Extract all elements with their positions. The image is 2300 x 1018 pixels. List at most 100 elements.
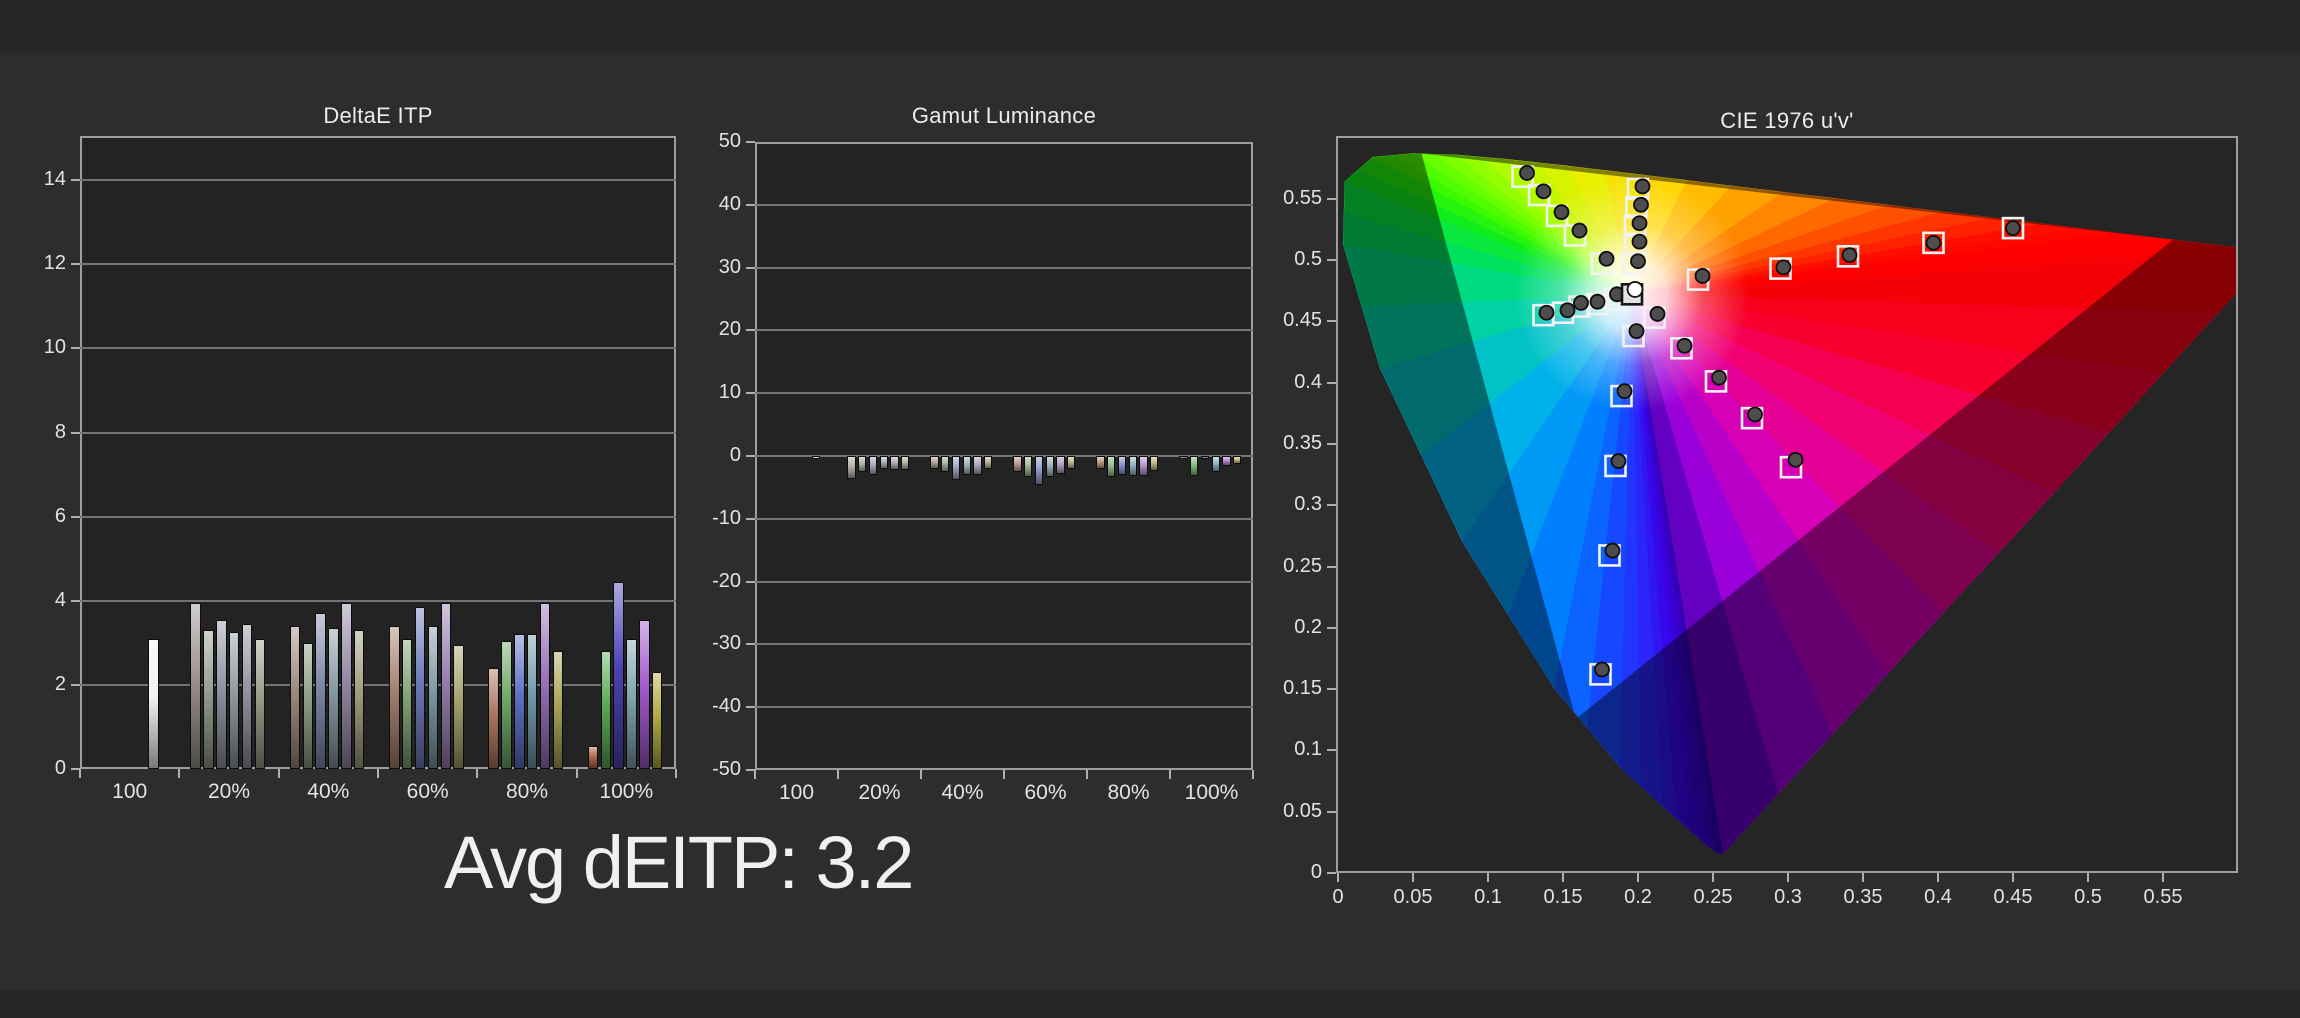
measured-point-magenta-60 bbox=[1711, 369, 1727, 386]
cie-y-tick bbox=[1327, 442, 1336, 445]
cie-x-tick-label: 0.5 bbox=[2074, 886, 2102, 908]
y-tick bbox=[71, 599, 80, 602]
bar-white-100 bbox=[148, 638, 159, 769]
bar-green-100% bbox=[1190, 456, 1199, 477]
cie-x-tick-label: 0.05 bbox=[1393, 886, 1433, 908]
bar-blue-100% bbox=[1200, 456, 1210, 459]
bar-yellow-80% bbox=[1149, 456, 1159, 472]
bar-green-60% bbox=[401, 638, 413, 769]
bottom-band bbox=[0, 990, 2300, 1018]
gridline bbox=[80, 347, 676, 350]
cie-diagram-svg bbox=[1342, 153, 2236, 855]
cie-y-tick bbox=[1327, 197, 1336, 200]
bar-yellow-40% bbox=[354, 630, 365, 769]
cie-y-tick bbox=[1327, 259, 1336, 261]
measured-point-blue-40 bbox=[1616, 383, 1633, 400]
bar-cyan-100% bbox=[626, 638, 637, 769]
bar-yellow-20% bbox=[254, 638, 266, 769]
cie-x-tick bbox=[1412, 873, 1414, 882]
y-tick bbox=[71, 683, 80, 686]
measured-point-magenta-80 bbox=[1747, 406, 1763, 423]
measured-point-blue-60 bbox=[1610, 453, 1627, 469]
y-tick bbox=[746, 769, 755, 771]
measured-point-cyan-80 bbox=[1559, 302, 1576, 319]
measured-point-magenta-40 bbox=[1676, 337, 1693, 354]
cie-y-tick-label: 0.05 bbox=[1283, 799, 1322, 822]
cie-y-tick bbox=[1327, 565, 1336, 568]
avg-deitp-summary: Avg dEITP: 3.2 bbox=[444, 821, 914, 904]
y-tick bbox=[746, 141, 755, 143]
y-tick bbox=[71, 179, 80, 182]
x-group-label: 20% bbox=[207, 780, 250, 803]
cie-x-tick-label: 0.1 bbox=[1474, 886, 1502, 908]
cie-x-tick bbox=[1487, 873, 1489, 882]
y-tick-label: 0 bbox=[729, 444, 741, 466]
measured-point-green-100 bbox=[1519, 165, 1535, 181]
bar-yellow-60% bbox=[453, 644, 464, 769]
bar-green-60% bbox=[1024, 456, 1033, 478]
bar-blue-80% bbox=[514, 634, 525, 769]
bar-magenta-80% bbox=[1139, 456, 1148, 477]
measured-point-green-40 bbox=[1571, 222, 1588, 239]
measured-point-blue-100 bbox=[1594, 661, 1610, 678]
y-tick-label: -20 bbox=[712, 569, 741, 592]
gridline bbox=[755, 455, 1253, 457]
cie-x-tick-label: 0.15 bbox=[1543, 886, 1583, 908]
x-group-label: 40% bbox=[941, 781, 984, 804]
cie-x-tick-label: 0 bbox=[1332, 886, 1344, 908]
bar-blue-60% bbox=[1034, 456, 1044, 485]
cie-y-tick bbox=[1327, 504, 1336, 507]
bar-red-100% bbox=[587, 745, 599, 769]
x-tick bbox=[1252, 770, 1254, 779]
measured-point-cyan-100 bbox=[1538, 304, 1555, 321]
measured-point-magenta-20 bbox=[1649, 306, 1666, 322]
bar-blue-60% bbox=[414, 607, 426, 769]
bar-cyan-60% bbox=[1045, 456, 1054, 478]
gridline bbox=[755, 517, 1253, 520]
bar-green-20% bbox=[203, 630, 214, 769]
measured-point-cyan-40 bbox=[1589, 293, 1606, 310]
x-tick bbox=[178, 769, 181, 778]
bar-red-80% bbox=[488, 668, 499, 769]
y-tick bbox=[746, 329, 755, 332]
cie-y-tick bbox=[1327, 749, 1336, 752]
y-tick bbox=[746, 643, 755, 646]
y-tick bbox=[71, 347, 80, 350]
x-group-label: 100% bbox=[599, 780, 654, 803]
x-group-label: 80% bbox=[505, 780, 548, 803]
white-point-measured-circle bbox=[1626, 281, 1644, 298]
x-group-label: 20% bbox=[858, 781, 901, 804]
cie-x-tick bbox=[1637, 873, 1639, 882]
x-tick bbox=[1169, 770, 1171, 779]
y-tick bbox=[71, 431, 80, 434]
bar-red-20% bbox=[190, 602, 201, 769]
y-tick-label: 12 bbox=[43, 252, 66, 275]
cie-y-tick bbox=[1327, 688, 1336, 691]
bar-cyan-80% bbox=[527, 634, 538, 769]
measured-point-yellow-40 bbox=[1631, 233, 1648, 250]
bar-magenta-80% bbox=[539, 602, 551, 769]
y-tick-label: 4 bbox=[54, 588, 66, 611]
cie-y-tick bbox=[1327, 626, 1336, 629]
measured-point-red-60 bbox=[1841, 247, 1858, 263]
gridline bbox=[755, 706, 1253, 709]
bar-blue-80% bbox=[1117, 456, 1127, 475]
cie-chart-title: CIE 1976 u'v' bbox=[1720, 108, 1854, 133]
x-group-label: 60% bbox=[1024, 781, 1067, 804]
y-tick-label: -30 bbox=[712, 632, 741, 655]
gridline bbox=[80, 431, 676, 434]
x-group-label: 100 bbox=[112, 780, 148, 803]
measured-point-yellow-60 bbox=[1631, 215, 1648, 232]
measured-point-magenta-100 bbox=[1787, 451, 1804, 468]
cie-x-tick bbox=[2012, 873, 2014, 882]
measured-point-green-60 bbox=[1553, 204, 1570, 221]
bar-red-40% bbox=[930, 456, 939, 469]
deltae-chart-title: DeltaE ITP bbox=[323, 103, 433, 128]
x-tick bbox=[476, 769, 479, 778]
target-square-red-60 bbox=[1836, 245, 1860, 268]
target-square-red-80 bbox=[1922, 231, 1945, 255]
y-tick-label: 40 bbox=[718, 192, 741, 215]
y-tick-label: 8 bbox=[54, 420, 66, 443]
bar-blue-100% bbox=[613, 581, 624, 769]
